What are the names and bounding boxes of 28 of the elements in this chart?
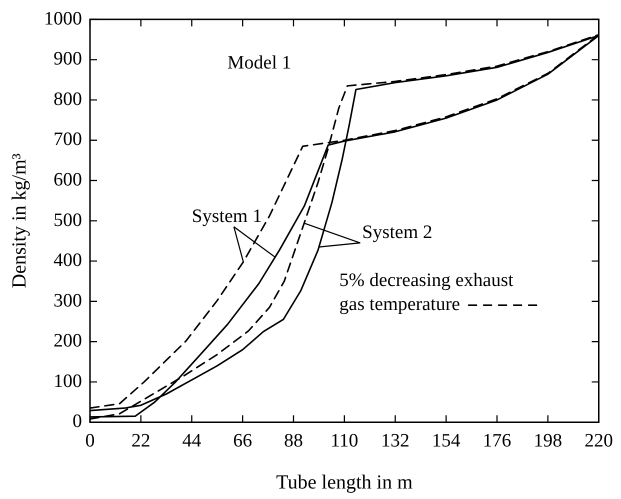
y-tick-label: 900 [54, 48, 82, 70]
y-tick-label: 100 [54, 370, 82, 392]
y-tick-label: 400 [54, 250, 82, 272]
x-tick-label: 198 [534, 430, 562, 452]
y-tick-label: 600 [54, 170, 82, 191]
x-tick-label: 220 [584, 430, 613, 452]
y-tick-label: 700 [54, 129, 82, 150]
y-tick-label: 300 [54, 290, 82, 312]
annotation: Model 1 [227, 52, 292, 74]
y-tick-label: 800 [54, 88, 82, 110]
x-tick-label: 0 [85, 430, 95, 452]
x-tick-label: 132 [381, 430, 410, 452]
x-tick-label: 66 [233, 430, 252, 452]
x-tick-label: 154 [432, 430, 461, 452]
y-tick-label: 500 [54, 210, 82, 231]
y-tick-label: 0 [72, 411, 82, 432]
annotation: System 2 [362, 222, 432, 243]
y-tick-label: 200 [54, 330, 82, 352]
y-axis-title: Density in kg/m³ [8, 153, 30, 288]
annotation: 5% decreasing exhaust gas temperature [339, 270, 514, 316]
x-tick-label: 176 [482, 430, 512, 452]
x-tick-label: 110 [330, 430, 358, 452]
x-tick-label: 44 [182, 430, 202, 452]
x-tick-label: 88 [284, 430, 303, 452]
x-axis-title: Tube length in m [276, 471, 414, 494]
y-tick-label: 1000 [44, 8, 82, 30]
annotation: System 1 [192, 206, 262, 227]
x-tick-label: 22 [131, 430, 150, 452]
